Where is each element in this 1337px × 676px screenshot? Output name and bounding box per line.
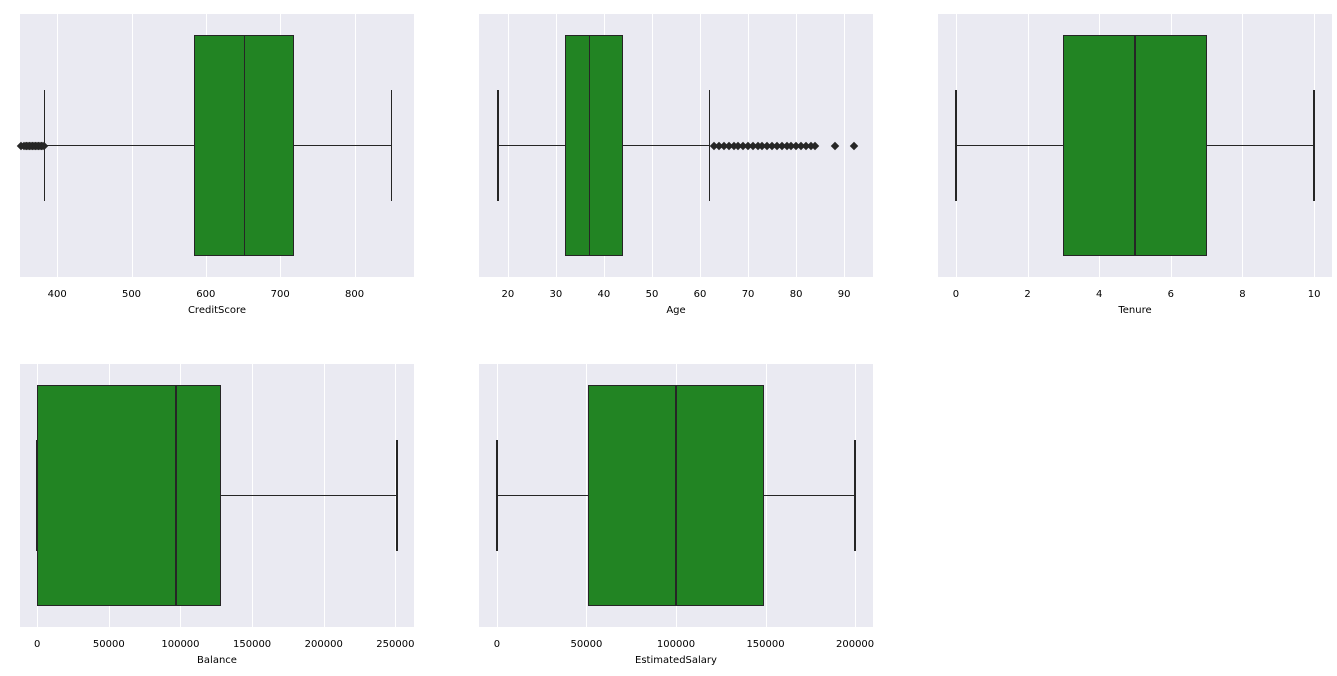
x-tick-label: 20 xyxy=(501,289,514,300)
median-line xyxy=(1134,35,1136,256)
whisker-low xyxy=(45,145,194,147)
x-tick-label: 0 xyxy=(494,639,500,650)
x-axis-label: Tenure xyxy=(1118,305,1151,316)
cap-low xyxy=(496,440,498,550)
x-tick-label: 6 xyxy=(1168,289,1174,300)
x-axis-label: Age xyxy=(666,305,685,316)
whisker-high xyxy=(1207,145,1314,147)
median-line xyxy=(675,385,677,606)
estimatedsalary-boxplot: 050000100000150000200000EstimatedSalary xyxy=(479,364,873,627)
iqr-box xyxy=(565,35,623,256)
x-tick-label: 600 xyxy=(196,289,215,300)
x-tick-label: 50000 xyxy=(571,639,603,650)
median-line xyxy=(244,35,246,256)
cap-high xyxy=(396,440,398,550)
whisker-low xyxy=(498,145,565,147)
x-tick-label: 250000 xyxy=(376,639,414,650)
x-tick-label: 80 xyxy=(790,289,803,300)
x-tick-label: 150000 xyxy=(233,639,271,650)
x-tick-label: 10 xyxy=(1308,289,1321,300)
x-tick-label: 200000 xyxy=(836,639,874,650)
tenure-boxplot: 0246810Tenure xyxy=(938,14,1332,277)
age-boxplot: 2030405060708090Age xyxy=(479,14,873,277)
x-tick-label: 200000 xyxy=(305,639,343,650)
balance-boxplot: 050000100000150000200000250000Balance xyxy=(20,364,414,627)
x-tick-label: 60 xyxy=(694,289,707,300)
x-tick-label: 500 xyxy=(122,289,141,300)
x-tick-label: 700 xyxy=(271,289,290,300)
creditscore-boxplot: 400500600700800CreditScore xyxy=(20,14,414,277)
x-tick-label: 400 xyxy=(48,289,67,300)
x-axis-label: Balance xyxy=(197,655,237,666)
whisker-high xyxy=(764,495,855,497)
x-tick-label: 50 xyxy=(646,289,659,300)
whisker-high xyxy=(623,145,709,147)
cap-high xyxy=(854,440,856,550)
cap-low xyxy=(955,90,957,200)
x-tick-label: 800 xyxy=(345,289,364,300)
x-axis-label: CreditScore xyxy=(188,305,246,316)
x-tick-label: 30 xyxy=(550,289,563,300)
x-tick-label: 90 xyxy=(838,289,851,300)
x-tick-label: 0 xyxy=(34,639,40,650)
x-tick-label: 100000 xyxy=(657,639,695,650)
x-tick-label: 70 xyxy=(742,289,755,300)
figure: 400500600700800CreditScore20304050607080… xyxy=(0,0,1337,676)
whisker-low xyxy=(497,495,588,497)
cap-high xyxy=(391,90,393,200)
x-tick-label: 4 xyxy=(1096,289,1102,300)
median-line xyxy=(175,385,177,606)
whisker-high xyxy=(294,145,392,147)
cap-low xyxy=(497,90,499,200)
x-tick-label: 150000 xyxy=(746,639,784,650)
x-tick-label: 100000 xyxy=(161,639,199,650)
whisker-high xyxy=(221,495,397,497)
x-axis-label: EstimatedSalary xyxy=(635,655,717,666)
x-tick-label: 50000 xyxy=(93,639,125,650)
cap-high xyxy=(1313,90,1315,200)
gridline xyxy=(844,14,845,277)
x-tick-label: 8 xyxy=(1239,289,1245,300)
median-line xyxy=(589,35,591,256)
x-tick-label: 0 xyxy=(953,289,959,300)
whisker-low xyxy=(956,145,1063,147)
x-tick-label: 40 xyxy=(598,289,611,300)
iqr-box xyxy=(37,385,220,606)
x-tick-label: 2 xyxy=(1024,289,1030,300)
